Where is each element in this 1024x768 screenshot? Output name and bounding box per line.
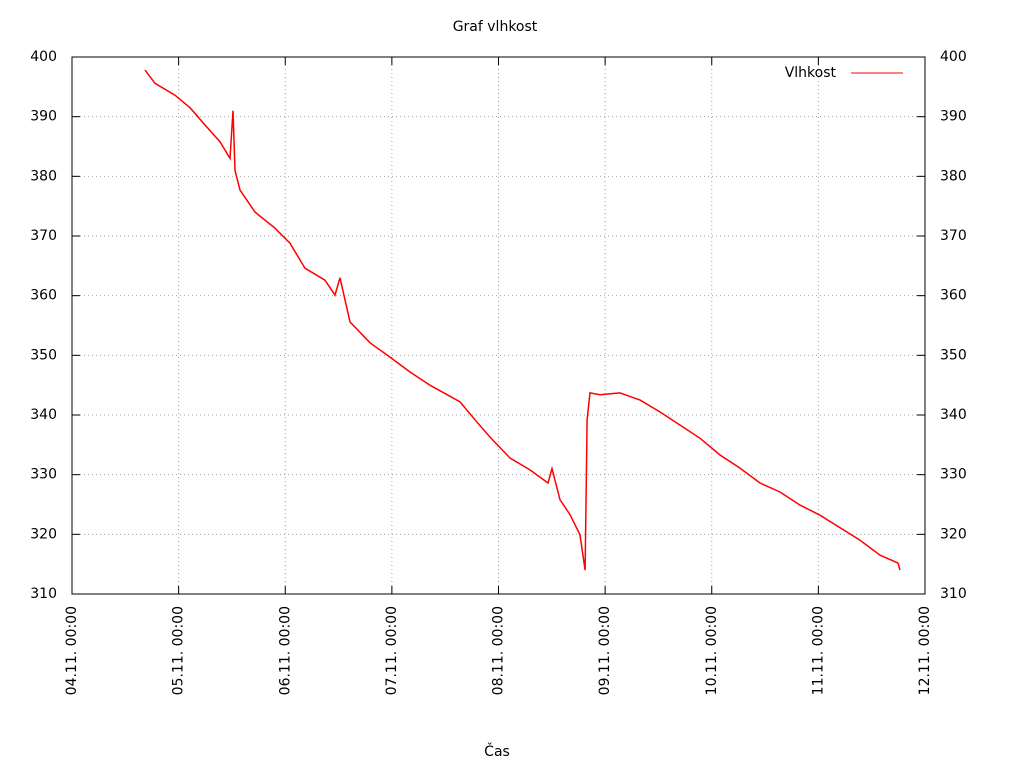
y-tick-label: 400 (30, 49, 57, 65)
x-tick-label: 12.11. 00:00 (917, 606, 933, 695)
y-tick-label: 340 (30, 407, 57, 423)
x-tick-label: 11.11. 00:00 (810, 606, 826, 695)
y2-tick-label: 380 (940, 168, 967, 184)
legend-label: Vlhkost (785, 65, 837, 81)
y-tick-label: 310 (30, 586, 57, 602)
y-tick-label: 330 (30, 467, 57, 483)
y2-tick-label: 310 (940, 586, 967, 602)
y-tick-label: 370 (30, 228, 57, 244)
x-axis-label: Čas (484, 742, 510, 760)
y2-tick-label: 400 (940, 49, 967, 65)
y-tick-label: 390 (30, 109, 57, 125)
y2-tick-label: 370 (940, 228, 967, 244)
y-tick-label: 320 (30, 526, 57, 542)
y2-tick-label: 360 (940, 288, 967, 304)
y-tick-label: 350 (30, 347, 57, 363)
y-tick-label: 380 (30, 168, 57, 184)
y-tick-label: 360 (30, 288, 57, 304)
chart-title: Graf vlhkost (453, 19, 538, 35)
y2-tick-label: 330 (940, 467, 967, 483)
x-tick-label: 08.11. 00:00 (491, 606, 507, 695)
y2-tick-label: 390 (940, 109, 967, 125)
x-tick-label: 09.11. 00:00 (597, 606, 613, 695)
y2-tick-label: 340 (940, 407, 967, 423)
data-line (144, 69, 901, 571)
plot-border (71, 56, 926, 595)
x-tick-label: 06.11. 00:00 (277, 606, 293, 695)
x-tick-label: 10.11. 00:00 (704, 606, 720, 695)
x-tick-label: 07.11. 00:00 (384, 606, 400, 695)
y2-tick-label: 350 (940, 347, 967, 363)
x-tick-label: 04.11. 00:00 (64, 606, 80, 695)
y2-tick-label: 320 (940, 526, 967, 542)
x-tick-label: 05.11. 00:00 (171, 606, 187, 695)
